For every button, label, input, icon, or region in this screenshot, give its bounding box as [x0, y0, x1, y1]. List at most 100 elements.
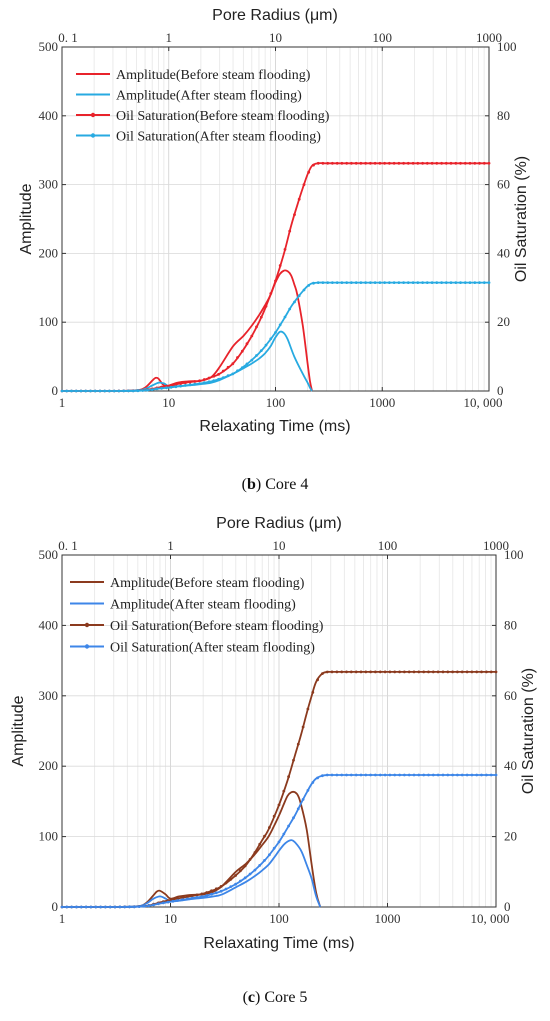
x-tick-label: 10, 000	[464, 395, 503, 410]
y2-tick-label: 0	[497, 383, 504, 398]
y-tick-label: 200	[39, 758, 59, 773]
data-point	[378, 161, 382, 165]
data-point	[444, 161, 448, 165]
data-point	[264, 343, 268, 347]
data-point	[489, 773, 493, 777]
data-point	[393, 670, 397, 674]
data-point	[485, 773, 488, 777]
data-point	[465, 670, 469, 674]
data-point	[425, 161, 429, 165]
data-point	[193, 380, 197, 383]
data-point	[287, 824, 290, 828]
top-tick-label: 10	[269, 30, 282, 45]
data-point	[335, 670, 339, 674]
data-point	[494, 670, 498, 674]
data-point	[292, 816, 295, 820]
data-point	[282, 832, 286, 836]
data-point	[258, 864, 262, 867]
top-tick-label: 1	[167, 538, 174, 553]
data-point	[301, 798, 305, 801]
y2-tick-label: 60	[497, 177, 510, 192]
data-point	[184, 384, 187, 387]
data-point	[272, 846, 276, 850]
data-point	[239, 869, 242, 873]
series-4	[60, 281, 491, 393]
caption-letter: c	[248, 989, 255, 1006]
data-point	[136, 389, 140, 393]
data-point	[179, 382, 183, 385]
caption-text: Core 4	[261, 476, 308, 493]
y2-tick-label: 20	[504, 829, 517, 844]
data-point	[392, 281, 396, 284]
data-point	[117, 389, 121, 393]
data-point	[176, 899, 180, 902]
top-tick-label: 10	[273, 538, 286, 553]
data-point	[349, 773, 353, 777]
data-point	[214, 887, 218, 891]
data-point	[436, 773, 440, 777]
data-point	[219, 889, 223, 893]
y2-tick-label: 20	[497, 314, 510, 329]
data-point	[478, 281, 481, 284]
data-point	[195, 893, 199, 897]
data-point	[207, 376, 211, 380]
data-point	[331, 161, 334, 165]
y2-axis-title: Oil Saturation (%)	[520, 668, 537, 794]
data-point	[236, 356, 239, 359]
data-point	[373, 281, 377, 284]
y-tick-label: 0	[52, 899, 59, 914]
data-point	[321, 281, 325, 284]
data-point	[383, 281, 386, 284]
data-point	[137, 905, 141, 908]
top-tick-label: 0. 1	[58, 30, 78, 45]
data-point	[427, 773, 430, 777]
legend-label: Oil Saturation(Before steam flooding)	[110, 619, 324, 634]
data-point	[181, 898, 185, 902]
data-point	[200, 892, 204, 896]
top-axis-title: Pore Radius (μm)	[212, 7, 338, 24]
grid	[61, 46, 489, 392]
data-point	[340, 670, 344, 674]
data-point	[287, 775, 290, 779]
data-point	[264, 304, 268, 308]
data-point	[128, 905, 131, 909]
data-point	[369, 773, 372, 777]
data-point	[463, 281, 467, 284]
x-axis-ticks: 1 10 100 1000 10, 000	[59, 387, 503, 410]
y2-axis-ticks: 0 20 40 60 80 100	[485, 39, 517, 398]
top-axis-title: Pore Radius (μm)	[216, 515, 342, 532]
data-point	[422, 773, 426, 777]
y-tick-label: 100	[39, 829, 59, 844]
series-layer	[60, 670, 498, 909]
data-point	[473, 161, 477, 165]
data-point	[274, 331, 277, 334]
data-point	[321, 774, 324, 778]
data-point	[475, 773, 479, 777]
data-point	[417, 773, 421, 777]
top-axis-ticks: 0. 1 1 10 100 1000	[58, 538, 509, 559]
data-point	[79, 905, 83, 909]
data-point	[431, 670, 435, 674]
data-point	[118, 905, 122, 909]
data-point	[311, 691, 315, 694]
data-point	[359, 773, 363, 777]
data-point	[296, 807, 300, 811]
data-point	[451, 773, 454, 777]
chart-panel-b: 1 10 100 1000 10, 000 0. 1 1 10 100 1000 0100200…	[18, 7, 530, 493]
data-point	[340, 161, 344, 165]
data-point	[98, 389, 102, 393]
x-axis-title: Relaxating Time (ms)	[203, 935, 354, 952]
data-point	[412, 773, 416, 777]
data-point	[248, 858, 252, 861]
data-point	[240, 366, 244, 369]
data-point	[278, 323, 282, 327]
data-point	[174, 385, 178, 389]
data-point	[104, 905, 107, 909]
data-point	[359, 670, 363, 674]
data-point	[277, 840, 281, 844]
data-point	[378, 773, 382, 777]
data-point	[340, 281, 344, 284]
data-point	[231, 362, 235, 366]
data-point	[369, 161, 372, 165]
